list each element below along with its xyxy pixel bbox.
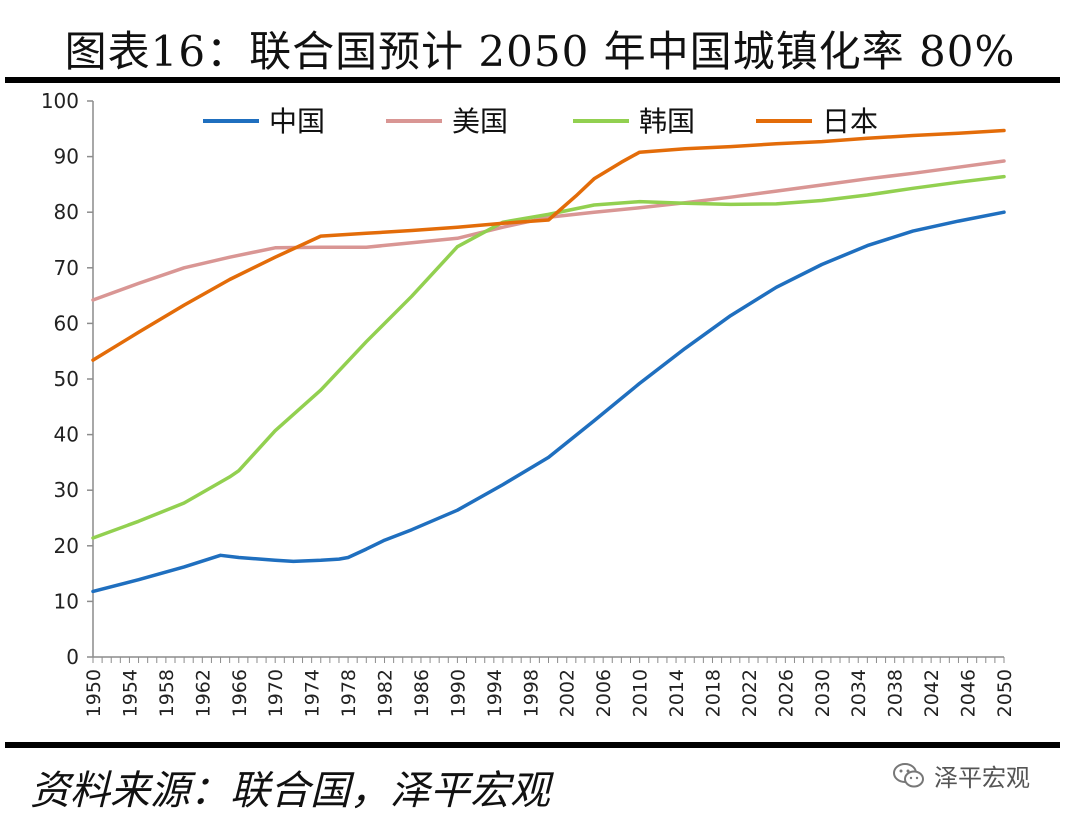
x-tick-label: 2010 bbox=[630, 669, 652, 717]
x-tick-label: 1994 bbox=[484, 669, 506, 717]
y-tick-label: 80 bbox=[54, 200, 79, 224]
x-tick-label: 2002 bbox=[557, 669, 579, 717]
x-tick-label: 1986 bbox=[411, 669, 433, 717]
series-line bbox=[91, 159, 1006, 302]
x-tick-label: 2014 bbox=[666, 669, 688, 717]
x-tick-label: 1954 bbox=[119, 669, 141, 717]
y-tick-label: 20 bbox=[54, 534, 79, 558]
legend-label: 日本 bbox=[822, 105, 878, 138]
x-tick-label: 2030 bbox=[812, 669, 834, 717]
y-tick-label: 60 bbox=[54, 311, 79, 335]
legend-label: 美国 bbox=[452, 105, 508, 138]
wechat-watermark: 泽平宏观 bbox=[892, 758, 1030, 793]
x-tick-label: 1966 bbox=[229, 669, 251, 717]
chart-title: 图表16：联合国预计 2050 年中国城镇化率 80% bbox=[64, 27, 1016, 76]
series-line bbox=[91, 128, 1006, 362]
source-note: 资料来源：联合国，泽平宏观 bbox=[30, 768, 550, 814]
x-tick-label: 1978 bbox=[338, 669, 360, 717]
x-tick-label: 1962 bbox=[192, 669, 214, 717]
title-divider bbox=[5, 77, 1060, 83]
y-tick-label: 10 bbox=[54, 589, 79, 613]
x-tick-label: 2022 bbox=[739, 669, 761, 717]
x-tick-label: 2006 bbox=[593, 669, 615, 717]
y-tick-label: 40 bbox=[54, 423, 79, 447]
y-tick-label: 30 bbox=[54, 478, 79, 502]
footer-divider bbox=[5, 742, 1060, 748]
series-line bbox=[91, 174, 1006, 540]
y-tick-label: 0 bbox=[66, 645, 79, 669]
y-tick-label: 100 bbox=[41, 89, 79, 113]
x-tick-label: 1970 bbox=[265, 669, 287, 717]
x-tick-label: 1990 bbox=[447, 669, 469, 717]
x-tick-label: 1998 bbox=[520, 669, 542, 717]
watermark-text: 泽平宏观 bbox=[934, 764, 1030, 792]
x-tick-label: 2034 bbox=[848, 669, 870, 717]
series-line bbox=[91, 210, 1006, 594]
x-tick-label: 2050 bbox=[994, 669, 1016, 717]
x-tick-label: 1982 bbox=[375, 669, 397, 717]
y-tick-label: 70 bbox=[54, 256, 79, 280]
x-tick-label: 2018 bbox=[702, 669, 724, 717]
legend-label: 中国 bbox=[269, 105, 325, 138]
wechat-icon bbox=[893, 762, 924, 787]
y-tick-label: 50 bbox=[54, 367, 79, 391]
x-tick-label: 2046 bbox=[958, 669, 980, 717]
x-tick-label: 1958 bbox=[156, 669, 178, 717]
x-tick-label: 2026 bbox=[775, 669, 797, 717]
x-tick-label: 2038 bbox=[885, 669, 907, 717]
x-tick-label: 1974 bbox=[302, 669, 324, 717]
x-tick-label: 1950 bbox=[83, 669, 105, 717]
legend-label: 韩国 bbox=[639, 105, 695, 138]
x-tick-label: 2042 bbox=[921, 669, 943, 717]
y-tick-label: 90 bbox=[54, 145, 79, 169]
